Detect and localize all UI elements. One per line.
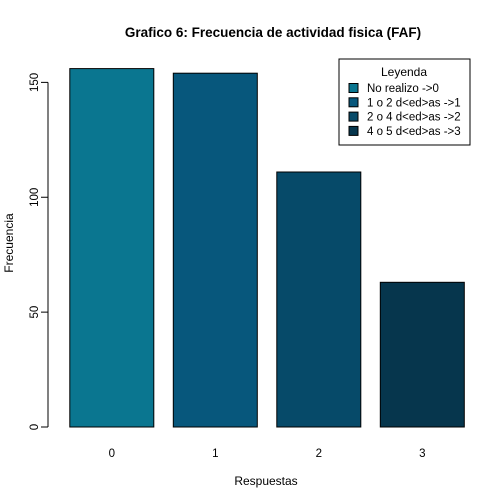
x-tick-label: 3 (419, 448, 425, 460)
y-axis-label: Frecuencia (2, 213, 16, 273)
legend-title: Leyenda (381, 65, 427, 79)
bar-2 (276, 171, 362, 428)
bar-1 (172, 72, 258, 428)
legend-swatch (348, 125, 359, 136)
legend-box (338, 58, 471, 146)
y-tick-label: 0 (29, 424, 41, 430)
legend-entry-label: 1 o 2 d<ed>as ->1 (367, 97, 461, 109)
x-tick-label: 0 (109, 448, 115, 460)
legend-entry-label: 2 o 4 d<ed>as ->2 (367, 112, 461, 124)
x-tick-labels: 0 1 2 3 (109, 448, 426, 460)
y-tick-label: 150 (29, 73, 41, 92)
y-tick-label: 50 (29, 306, 41, 319)
x-tick-label: 2 (316, 448, 322, 460)
bar-3 (379, 281, 465, 428)
legend-swatch (348, 83, 359, 93)
y-tick-label: 100 (29, 188, 41, 207)
legend-entry-label: 4 o 5 d<ed>as ->3 (367, 126, 461, 138)
legend-swatch (348, 111, 359, 122)
legend-entry-label: No realizo ->0 (367, 83, 439, 95)
y-axis: 0 50 100 150 (29, 73, 49, 430)
bars-group (69, 68, 465, 428)
bar-0 (69, 68, 155, 428)
legend-items: No realizo ->0 1 o 2 d<ed>as ->1 2 o 4 d<e… (348, 83, 461, 138)
x-axis-label: Respuestas (234, 474, 297, 488)
legend: Leyenda No realizo ->0 1 o 2 d<ed>as ->1 2… (338, 58, 471, 146)
legend-swatch (348, 97, 359, 108)
chart-title: Grafico 6: Frecuencia de actividad fisic… (125, 25, 421, 40)
x-tick-label: 1 (212, 448, 218, 460)
